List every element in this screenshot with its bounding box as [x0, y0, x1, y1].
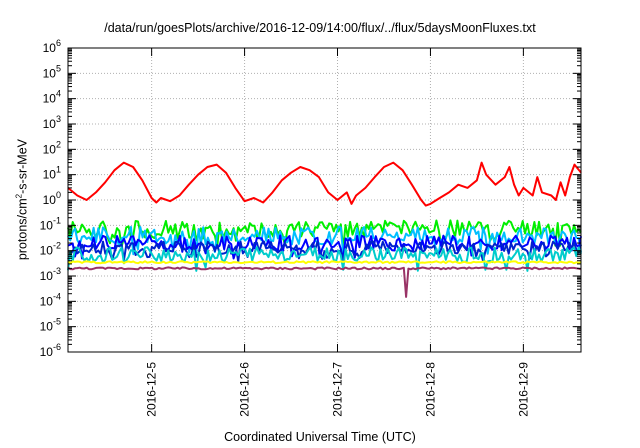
y-tick-label: 100	[43, 190, 61, 207]
y-tick-label: 10-2	[40, 241, 61, 258]
x-tick-label: 2016-12-6	[238, 362, 252, 417]
series-line	[67, 246, 582, 272]
grid-lines	[68, 48, 581, 352]
y-tick-label: 10-1	[40, 215, 61, 232]
x-tick-label: 2016-12-7	[331, 362, 345, 417]
y-tick-label: 104	[43, 89, 61, 106]
x-tick-label: 2016-12-5	[145, 362, 159, 417]
y-tick-label: 106	[43, 38, 61, 55]
x-axis-label: Coordinated Universal Time (UTC)	[224, 430, 416, 444]
x-tick-label: 2016-12-9	[516, 362, 530, 417]
series-lines	[67, 161, 582, 298]
y-tick-label: 10-3	[40, 266, 61, 283]
y-tick-label: 103	[43, 114, 61, 131]
y-tick-label: 10-4	[40, 291, 61, 308]
x-tick-label: 2016-12-8	[423, 362, 437, 417]
series-line	[67, 161, 582, 207]
y-tick-label: 105	[43, 63, 61, 80]
y-axis-label: protons/cm2-s-sr-MeV	[14, 80, 29, 320]
y-axis-label-main: protons/cm	[15, 198, 30, 261]
plot-frame	[67, 47, 582, 353]
chart-title: /data/run/goesPlots/archive/2016-12-09/1…	[104, 21, 536, 35]
series-line	[67, 260, 582, 265]
y-axis-label-sup: 2	[14, 193, 24, 199]
y-tick-label: 101	[43, 165, 61, 182]
x-tick-labels: 2016-12-5 2016-12-6 2016-12-7 2016-12-8 2016…	[145, 362, 531, 417]
y-tick-label: 10-5	[40, 317, 61, 334]
y-axis-label-tail: -s-sr-MeV	[15, 139, 30, 194]
tick-marks	[68, 47, 581, 353]
y-tick-label: 10-6	[40, 342, 61, 359]
series-line	[67, 266, 582, 298]
y-tick-labels: 10-6 10-5 10-4 10-3 10-2 10-1 100 101 102 103 104 1…	[40, 38, 61, 359]
y-tick-label: 102	[43, 139, 61, 156]
series-line	[67, 240, 582, 263]
